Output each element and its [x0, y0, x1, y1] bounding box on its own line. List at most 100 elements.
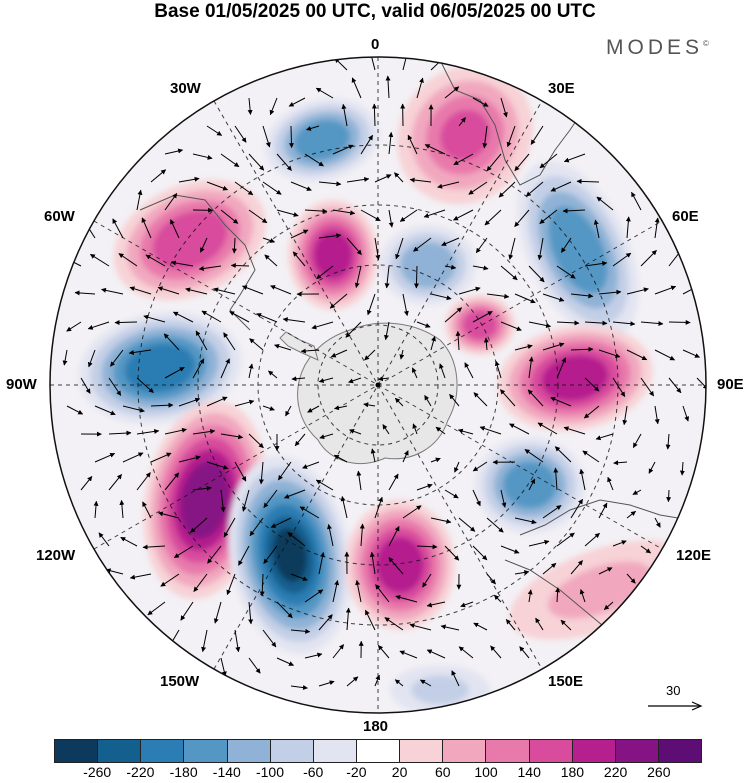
wind-vector [263, 489, 278, 509]
wind-vector [351, 77, 362, 99]
wind-vector [583, 405, 600, 419]
wind-vector [402, 293, 409, 317]
wind-vector [356, 470, 362, 491]
wind-vector [360, 134, 374, 155]
wind-vector [364, 349, 376, 361]
wind-vector [170, 219, 180, 239]
wind-vector [458, 117, 466, 127]
wind-vector [584, 261, 608, 267]
wind-vector [539, 153, 558, 169]
wind-vector [248, 153, 265, 171]
wind-vector [248, 209, 268, 224]
wind-vector [505, 619, 516, 631]
colorbar-segment [97, 740, 141, 762]
wind-vector [500, 97, 508, 118]
brand-mark: © [703, 39, 709, 48]
wind-vector [423, 209, 446, 218]
wind-vector [374, 237, 381, 261]
wind-vector [332, 644, 345, 659]
wind-vector [114, 320, 138, 326]
wind-vector [556, 320, 580, 326]
wind-vector [87, 349, 96, 368]
wind-vector [315, 87, 334, 99]
wind-vector [483, 337, 489, 351]
wind-vector [424, 144, 446, 155]
wind-vector [94, 405, 116, 416]
wind-vector [537, 422, 558, 435]
wind-vector [170, 260, 194, 267]
wind-vector [493, 594, 502, 603]
wind-vector [110, 349, 124, 367]
wind-vector [178, 397, 201, 407]
anomaly-contour [410, 250, 446, 280]
colorbar-segment [355, 740, 400, 762]
wind-vector [89, 253, 110, 267]
anomaly-contour [188, 473, 222, 527]
wind-vector [346, 676, 359, 687]
wind-vector [190, 517, 208, 533]
wind-vector [282, 317, 306, 323]
wind-vector [334, 405, 348, 411]
wind-vector [192, 358, 205, 379]
wind-vector [524, 449, 544, 463]
wind-vector [455, 330, 461, 351]
wind-vector [430, 293, 452, 301]
wind-vector [388, 525, 400, 547]
wind-vector [142, 544, 166, 550]
brand-text: MODES [606, 36, 704, 59]
wind-vector [192, 153, 213, 160]
wind-vector [234, 629, 241, 653]
wind-vector [458, 286, 481, 295]
wind-vector [206, 396, 228, 407]
wind-vector [539, 209, 558, 225]
wind-vector [598, 349, 621, 358]
wind-vector [388, 473, 399, 491]
wind-vector [249, 338, 264, 351]
wind-vector [305, 125, 320, 131]
wind-vector [192, 485, 212, 491]
wind-vector [388, 209, 394, 228]
wind-vector [290, 628, 311, 634]
wind-vector [473, 622, 488, 631]
wind-vector [472, 97, 489, 107]
lon-label-60e: 60E [672, 208, 699, 225]
wind-vector [444, 545, 460, 561]
wind-vector [291, 376, 306, 382]
wind-vector [185, 287, 208, 295]
wind-vector [248, 657, 261, 674]
wind-vector [682, 405, 690, 422]
wind-vector [399, 209, 418, 222]
wind-vector [668, 377, 682, 394]
wind-vector [500, 545, 520, 554]
wind-vector [528, 478, 536, 491]
wind-vector [164, 427, 187, 435]
wind-vector [207, 545, 222, 564]
wind-vector [654, 517, 661, 528]
wind-vector [626, 573, 636, 584]
wind-vector [230, 263, 250, 269]
colorbar-tick-label: 60 [435, 764, 451, 780]
colorbar-segment [183, 740, 227, 762]
wind-vector [276, 601, 293, 619]
colorbar-segment [269, 740, 313, 762]
wind-vector [318, 551, 325, 575]
wind-vector [164, 472, 180, 491]
wind-vector [453, 153, 474, 166]
colorbar-tick-label: 20 [391, 764, 408, 780]
wind-vector [472, 265, 489, 271]
wind-vector [388, 131, 394, 155]
wind-vector [416, 544, 438, 550]
wind-vector [654, 405, 660, 425]
wind-vector [377, 376, 390, 382]
wind-vector [333, 454, 348, 463]
latitude-circle [317, 324, 439, 446]
colorbar-segment [226, 740, 270, 762]
wind-vector [118, 253, 138, 267]
wind-vector [87, 321, 110, 330]
wind-vector [231, 237, 237, 254]
wind-vector [394, 397, 404, 407]
wind-vector [519, 646, 530, 659]
wind-vector [598, 567, 613, 575]
wind-vector [424, 394, 432, 407]
